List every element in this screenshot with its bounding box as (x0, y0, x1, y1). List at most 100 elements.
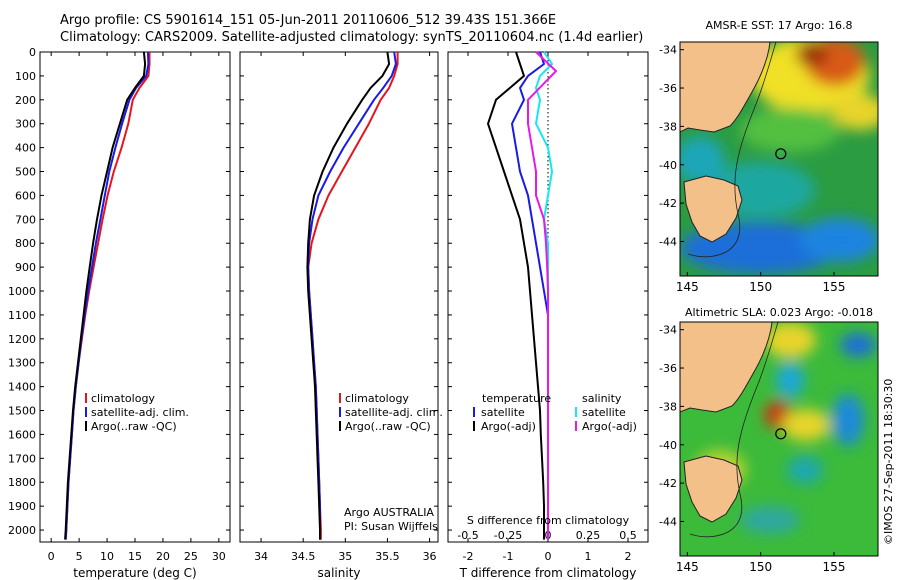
lon-tick-label: 145 (676, 560, 699, 574)
legend-label: satellite-adj. clim. (91, 406, 189, 419)
lat-tick-label: -34 (659, 44, 677, 57)
depth-tick-label: 2000 (8, 524, 36, 537)
legend-label: Argo(-adj) (481, 420, 536, 433)
sst-mid-region (740, 108, 840, 152)
depth-tick-label: 800 (15, 237, 36, 250)
sla-low-region (840, 333, 876, 357)
lat-tick-label: -36 (659, 82, 677, 95)
salinity-series (240, 51, 438, 540)
temperature-legend: climatology satellite-adj. clim. Argo(..… (85, 392, 189, 433)
tasmania (683, 455, 743, 523)
lat-tick-label: -38 (659, 400, 677, 413)
salinity-x-axis: 34 34.5 35 35.5 36 (254, 52, 437, 563)
sst-map-axes: 145 150 155 -34 -36 -38 -40 -42 -44 (659, 44, 845, 294)
sst-warm-region (832, 94, 878, 130)
sla-low-region (740, 506, 800, 534)
mainland-australia (680, 322, 773, 413)
series-line (527, 51, 557, 540)
argo-program-label: Argo AUSTRALIA (344, 506, 434, 519)
sla-map-panel: Altimetric SLA: 0.023 Argo: -0.018 145 15… (659, 306, 879, 574)
lat-tick-label: -42 (659, 477, 677, 490)
legend-title-salinity: salinity (582, 392, 622, 405)
s-x-tick-label: 0.25 (576, 529, 601, 542)
x-tick-label: 0 (545, 550, 552, 563)
legend-label: Argo(..raw -QC) (91, 420, 177, 433)
temperature-x-axis: 0 5 10 15 20 25 30 (48, 52, 226, 563)
lat-tick-label: -38 (659, 120, 677, 133)
depth-tick-label: 300 (15, 118, 36, 131)
legend-label: Argo(..raw -QC) (345, 420, 431, 433)
lat-tick-label: -44 (659, 235, 677, 248)
t-difference-x-axis: -2 -1 0 1 2 (463, 52, 632, 563)
depth-tick-label: 200 (15, 94, 36, 107)
tasmania (683, 175, 743, 243)
lat-tick-label: -40 (659, 159, 677, 172)
depth-tick-label: 100 (15, 70, 36, 83)
s-x-tick-label: -0.5 (457, 529, 478, 542)
x-tick-label: 25 (184, 550, 198, 563)
sst-cool-region (680, 136, 725, 184)
x-tick-label: 35.5 (375, 550, 400, 563)
legend-label: satellite-adj. clim. (345, 406, 443, 419)
sla-low-region (787, 456, 823, 484)
sst-field (680, 42, 878, 276)
lon-tick-label: 150 (749, 560, 772, 574)
s-difference-label: S difference from climatology (467, 514, 630, 527)
depth-tick-label: 1100 (8, 309, 36, 322)
difference-panel: -2 -1 0 1 2 -0.5 -0.25 0 0.25 0.5 S difference f… (447, 51, 649, 580)
depth-tick-label: 1800 (8, 476, 36, 489)
difference-series (448, 51, 648, 540)
depth-tick-label: 1600 (8, 428, 36, 441)
x-tick-label: 15 (128, 550, 142, 563)
sla-map-axes: 145 150 155 -34 -36 -38 -40 -42 -44 (659, 324, 845, 574)
s-x-tick-label: 0.5 (619, 529, 637, 542)
legend-label: climatology (345, 392, 409, 405)
lat-tick-label: -44 (659, 515, 677, 528)
lat-tick-label: -36 (659, 362, 677, 375)
header-line-1: Argo profile: CS 5901614_151 05-Jun-2011… (60, 13, 556, 28)
argo-location-marker (775, 428, 787, 440)
sst-map-title: AMSR-E SST: 17 Argo: 16.8 (705, 19, 852, 32)
legend-label: Argo(-adj) (582, 420, 637, 433)
depth-tick-label: 600 (15, 189, 36, 202)
x-tick-label: 34 (254, 550, 268, 563)
argo-location-marker (775, 148, 787, 160)
sla-high-region (764, 322, 816, 358)
lat-tick-label: -40 (659, 439, 677, 452)
sla-map-frame (679, 321, 879, 557)
legend-label: satellite (481, 406, 525, 419)
depth-tick-label: 400 (15, 142, 36, 155)
salinity-panel: 34 34.5 35 35.5 36 salinity climatology sate… (239, 51, 443, 580)
sst-map-frame (679, 41, 879, 277)
x-tick-label: 5 (76, 550, 83, 563)
lat-tick-label: -42 (659, 197, 677, 210)
lon-tick-label: 145 (676, 280, 699, 294)
s-difference-x-axis: -0.5 -0.25 0 0.25 0.5 (457, 529, 636, 542)
depth-tick-label: 500 (15, 166, 36, 179)
mainland-australia (680, 42, 771, 133)
salinity-legend: climatology satellite-adj. clim. Argo(..… (339, 392, 443, 433)
depth-tick-label: 1000 (8, 285, 36, 298)
sst-cold-region (800, 218, 878, 262)
depth-tick-label: 1900 (8, 500, 36, 513)
depth-tick-label: 1500 (8, 405, 36, 418)
sla-map-title: Altimetric SLA: 0.023 Argo: -0.018 (685, 306, 873, 319)
legend-title-temperature: temperature (482, 392, 551, 405)
depth-tick-label: 700 (15, 213, 36, 226)
x-tick-label: 34.5 (291, 550, 316, 563)
x-tick-label: -2 (463, 550, 474, 563)
continental-shelf-contour (687, 42, 777, 258)
header-line-2: Climatology: CARS2009. Satellite-adjuste… (60, 30, 643, 45)
x-tick-label: 35 (338, 550, 352, 563)
imos-stamp: ©IMOS 27-Sep-2011 18:30:30 (882, 379, 895, 545)
legend-label: satellite (582, 406, 626, 419)
lat-tick-label: -34 (659, 324, 677, 337)
depth-tick-label: 1400 (8, 381, 36, 394)
temperature-xlabel: temperature (deg C) (73, 566, 196, 580)
salinity-axes-frame (239, 51, 439, 543)
series-line (306, 51, 391, 540)
lon-tick-label: 155 (823, 560, 846, 574)
t-difference-xlabel: T difference from climatology (459, 566, 637, 580)
x-tick-label: 30 (212, 550, 226, 563)
